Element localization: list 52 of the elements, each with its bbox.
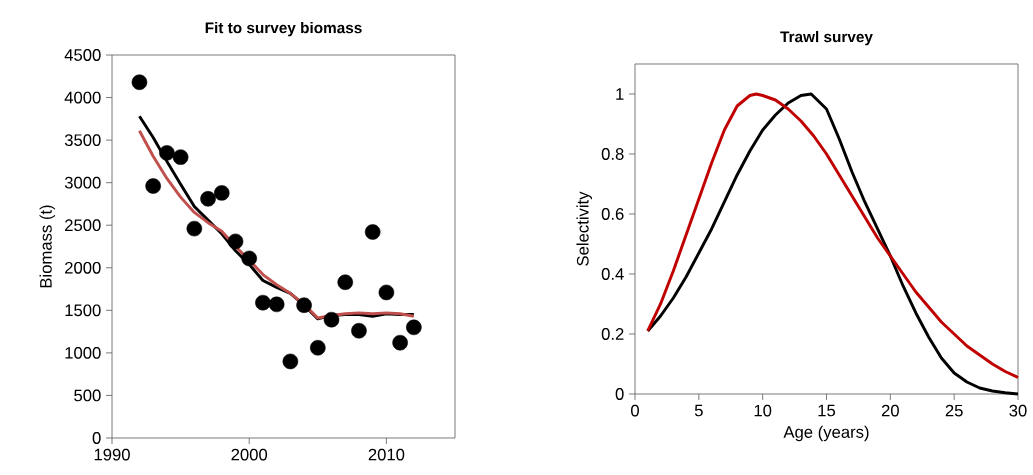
x-tick-label: 2010 [368,448,405,461]
y-tick-label: 1 [616,88,624,100]
x-tick-label: 1990 [94,448,130,461]
point [337,274,354,290]
y-tick-label: 0 [92,432,101,444]
x-tick-label: 25 [945,404,963,417]
point [255,294,271,311]
y-axis-title: Biomass (t) [39,205,56,288]
y-tick-label: 2500 [65,219,101,232]
y-tick-label: 3000 [64,176,101,189]
x-tick-label: 10 [754,404,772,417]
point [268,296,285,313]
y-tick-label: 0.4 [601,268,624,280]
point [214,185,230,201]
y-tick-label: 500 [74,389,101,402]
point [131,74,148,90]
point [351,322,367,339]
chart-title: Trawl survey [780,31,873,46]
y-tick-label: 2000 [65,261,101,274]
y-tick-label: 1500 [65,304,101,317]
x-tick-label: 20 [881,404,899,417]
y-tick-label: 3500 [64,134,101,147]
point [282,353,299,370]
y-tick-label: 0.6 [601,208,624,220]
y-tick-label: 4500 [64,49,101,61]
point [145,178,161,194]
point [392,334,408,351]
point [241,250,257,267]
y-axis-title: Selectivity [576,191,592,266]
x-tick-label: 0 [631,404,639,417]
point [200,191,216,207]
y-tick-label: 4000 [64,91,101,104]
x-axis-title: Age (years) [783,425,869,442]
point [159,145,175,161]
point [296,297,312,313]
x-tick-label: 2000 [231,448,268,461]
point [172,149,189,165]
x-tick-label: 5 [694,404,703,417]
y-tick-label: 0 [615,388,624,400]
y-tick-label: 1000 [65,346,101,359]
x-tick-label: 15 [818,404,836,417]
point [378,284,395,301]
point [323,311,340,328]
point [406,319,422,336]
point [227,233,244,250]
chart-title: Fit to survey biomass [205,22,362,37]
y-tick-label: 0.8 [601,148,624,160]
point [364,224,381,240]
y-tick-label: 0.2 [601,328,624,340]
point [310,340,326,356]
point [186,220,203,237]
x-tick-label: 30 [1009,404,1027,417]
